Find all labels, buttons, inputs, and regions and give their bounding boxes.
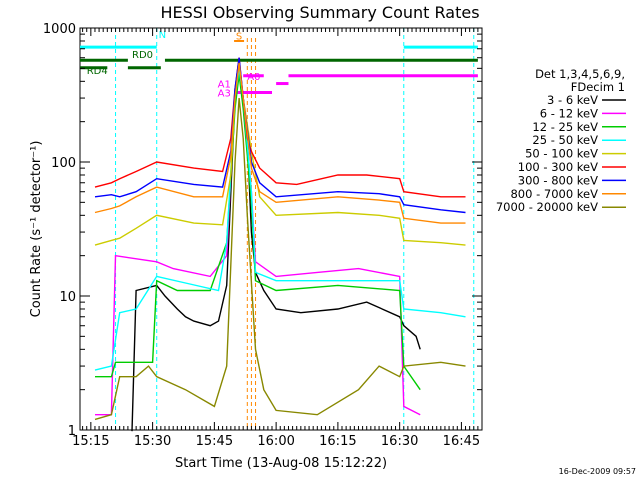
timestamp: 16-Dec-2009 09:57 — [559, 467, 636, 476]
legend-entry-label: 7000 - 20000 keV — [496, 200, 598, 214]
legend-entry-label: 300 - 800 keV — [518, 173, 598, 187]
legend-header-line-1: Det 1,3,4,5,6,9, — [535, 67, 625, 81]
legend-entry-label: 100 - 300 keV — [518, 160, 598, 174]
series-line — [131, 68, 421, 432]
annotation-label-s: S — [236, 31, 242, 42]
y-tick-label: 1 — [68, 424, 76, 439]
legend-entry-label: 12 - 25 keV — [532, 120, 598, 134]
annotation-label-rd0: RD0 — [132, 50, 153, 61]
series-line — [94, 62, 466, 224]
y-axis-label: Count Rate (s⁻¹ detector⁻¹) — [29, 141, 44, 318]
x-tick-label: 15:15 — [72, 434, 109, 449]
x-tick-label: 16:45 — [443, 434, 480, 449]
y-tick-label: 100 — [51, 156, 76, 171]
x-tick-label: 15:30 — [134, 434, 171, 449]
y-tick-label: 10 — [59, 290, 76, 305]
chart-title: HESSI Observing Summary Count Rates — [160, 3, 479, 22]
series-line — [94, 62, 466, 246]
series-line — [95, 74, 421, 391]
legend-header-line-2: FDecim 1 — [571, 80, 625, 94]
x-axis-label: Start Time (13-Aug-08 15:12:22) — [175, 456, 387, 471]
y-tick-label: 1000 — [43, 22, 76, 37]
legend-entry-label: 50 - 100 keV — [525, 147, 598, 161]
tick-layer: 15:15 15:30 15:45 16:00 16:15 16:30 16:45 1 10 10… — [43, 22, 482, 449]
annotation-label-n: N — [159, 30, 166, 41]
x-tick-label: 16:00 — [257, 434, 294, 449]
series-line — [94, 98, 466, 421]
annotation-label-a3: A3 — [218, 89, 231, 100]
x-tick-label: 16:30 — [381, 434, 418, 449]
legend-entry-label: 6 - 12 keV — [540, 106, 598, 120]
x-tick-label: 15:45 — [196, 434, 233, 449]
legend-entry-label: 3 - 6 keV — [547, 93, 598, 107]
annotation-label-a0: A0 — [247, 72, 260, 83]
plot-frame — [79, 27, 483, 431]
annotation-label-a1: A1 — [218, 80, 231, 91]
legend-entry-label: 800 - 7000 keV — [510, 187, 598, 201]
series-layer — [94, 57, 466, 432]
annotation-label-rd4: RD4 — [87, 66, 108, 77]
legend-entry-label: 25 - 50 keV — [532, 133, 598, 147]
x-tick-label: 16:15 — [319, 434, 356, 449]
series-line — [94, 57, 466, 198]
